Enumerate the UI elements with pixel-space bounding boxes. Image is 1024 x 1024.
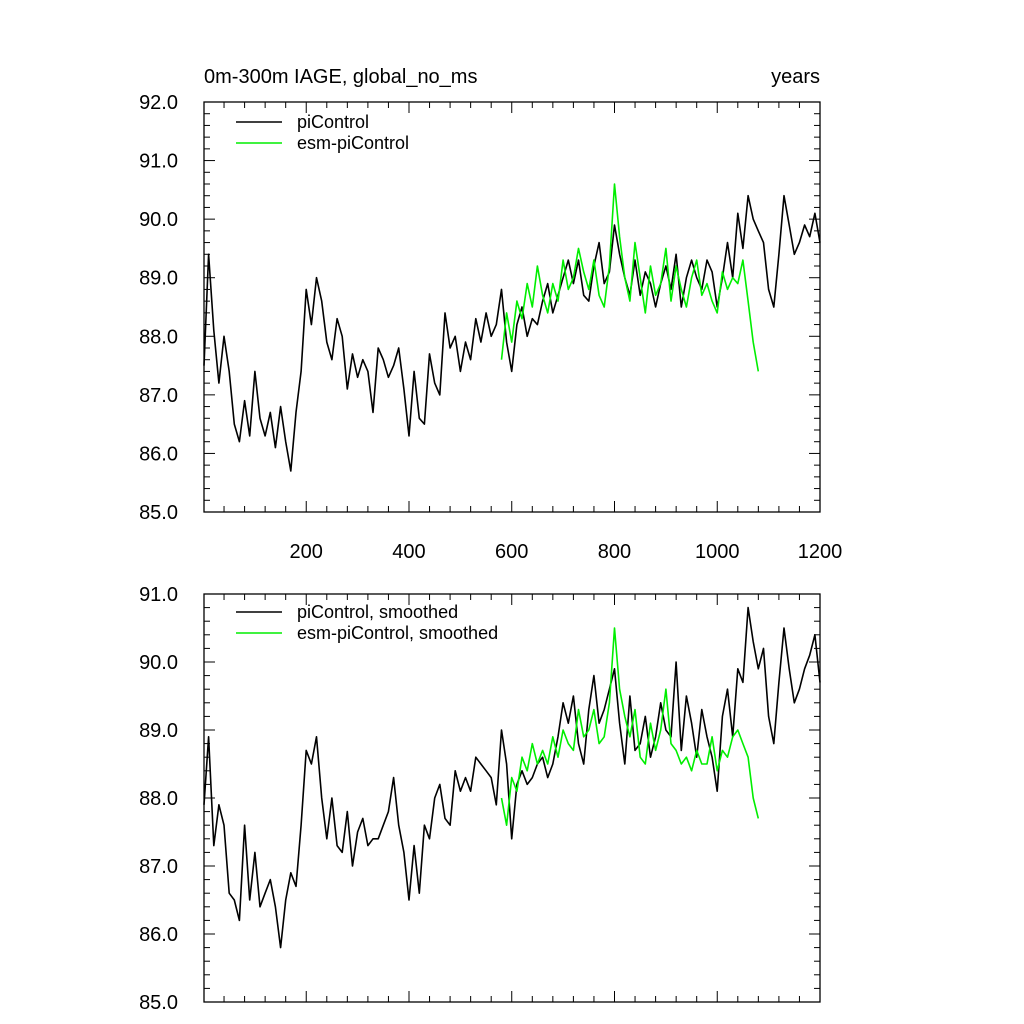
x-tick-label: 1200	[798, 541, 843, 563]
bottom-panel-frame	[203, 593, 821, 1003]
y-tick-label: 90.0	[139, 209, 178, 231]
y-tick-label: 87.0	[139, 856, 178, 878]
x-tick-label: 200	[290, 541, 323, 563]
y-tick-label: 90.0	[139, 652, 178, 674]
bottom-panel-lines	[203, 606, 821, 949]
series-line-esm-picontrol-smoothed	[500, 627, 760, 827]
y-tick-label: 91.0	[139, 584, 178, 606]
top-panel-ticks: 85.0 86.0 87.0 88.0 89.0 90.0 91.0 92.0 200 400 60…	[139, 92, 842, 563]
y-tick-label: 87.0	[139, 385, 178, 407]
series-line-esm-picontrol	[500, 183, 760, 372]
x-tick-label: 600	[495, 541, 528, 563]
bottom-panel: 85.0 86.0 87.0 88.0 89.0 90.0 91.0 piControl, …	[139, 584, 821, 1014]
y-tick-label: 89.0	[139, 720, 178, 742]
y-tick-label: 89.0	[139, 268, 178, 290]
bottom-panel-legend: piControl, smoothed esm-piControl, smoot…	[236, 602, 498, 643]
top-panel-legend: piControl esm-piControl	[236, 112, 409, 153]
y-tick-label: 85.0	[139, 502, 178, 524]
y-tick-label: 92.0	[139, 92, 178, 114]
top-panel: 0m-300m IAGE, global_no_ms years 85.0 86.…	[139, 66, 842, 563]
y-tick-label: 86.0	[139, 443, 178, 465]
y-tick-label: 85.0	[139, 992, 178, 1014]
series-line-picontrol-smoothed	[203, 606, 821, 949]
x-tick-label: 400	[392, 541, 425, 563]
bottom-panel-ticks: 85.0 86.0 87.0 88.0 89.0 90.0 91.0	[139, 584, 821, 1014]
y-tick-label: 86.0	[139, 924, 178, 946]
series-line-picontrol	[203, 194, 821, 472]
top-panel-lines	[203, 183, 821, 472]
y-tick-label: 88.0	[139, 788, 178, 810]
legend-label-esm-picontrol-smoothed: esm-piControl, smoothed	[297, 623, 498, 643]
y-tick-label: 91.0	[139, 151, 178, 173]
x-tick-label: 1000	[695, 541, 740, 563]
y-tick-label: 88.0	[139, 326, 178, 348]
top-panel-frame	[203, 101, 821, 513]
legend-label-picontrol-smoothed: piControl, smoothed	[297, 602, 458, 622]
top-panel-title: 0m-300m IAGE, global_no_ms	[204, 66, 477, 88]
legend-label-picontrol: piControl	[297, 112, 369, 132]
legend-label-esm-picontrol: esm-piControl	[297, 133, 409, 153]
top-panel-units: years	[771, 66, 820, 88]
x-tick-label: 800	[598, 541, 631, 563]
